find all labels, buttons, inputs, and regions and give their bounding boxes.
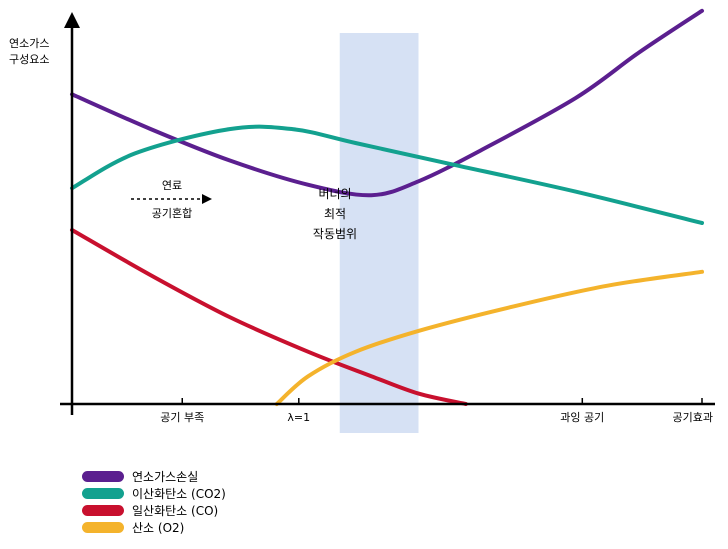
x-ticks: 공기 부족 λ=1 과잉 공기 공기효과 <box>160 398 713 424</box>
y-axis-label-line1: 연소가스 <box>9 37 49 50</box>
x-tick-label: 과잉 공기 <box>560 411 604 424</box>
series-line-1 <box>70 8 704 198</box>
arrow-annotation-top: 연료 <box>162 179 182 192</box>
x-tick-label: λ=1 <box>287 411 310 424</box>
band-label-line1: 버너의 <box>318 187 351 201</box>
legend-swatch <box>82 522 124 533</box>
legend-item: 산소 (O2) <box>82 519 226 536</box>
arrow-annotation-head <box>202 194 212 204</box>
series-line-3 <box>70 228 468 406</box>
band-label-line3: 작동범위 <box>313 227 357 241</box>
y-axis-arrow <box>64 12 80 28</box>
legend-label: 연소가스손실 <box>132 470 199 484</box>
legend-item: 이산화탄소 (CO2) <box>82 485 226 502</box>
legend-swatch <box>82 488 124 499</box>
legend-label: 산소 (O2) <box>132 521 185 535</box>
legend-item: 일산화탄소 (CO) <box>82 502 226 519</box>
x-tick-label: 공기효과 <box>673 411 713 424</box>
legend-label: 일산화탄소 (CO) <box>132 504 219 518</box>
arrow-annotation-bottom: 공기혼합 <box>152 207 192 220</box>
series-line-2 <box>70 124 704 225</box>
y-axis-label-line2: 구성요소 <box>9 53 49 66</box>
series-line-4 <box>274 269 704 406</box>
legend-swatch <box>82 505 124 516</box>
legend-swatch <box>82 471 124 482</box>
optimal-band <box>339 33 419 433</box>
series-group <box>70 8 704 406</box>
legend-item: 연소가스손실 <box>82 468 226 485</box>
x-tick-label: 공기 부족 <box>160 411 204 424</box>
legend-label: 이산화탄소 (CO2) <box>132 487 226 501</box>
band-label-line2: 최적 <box>324 207 346 221</box>
